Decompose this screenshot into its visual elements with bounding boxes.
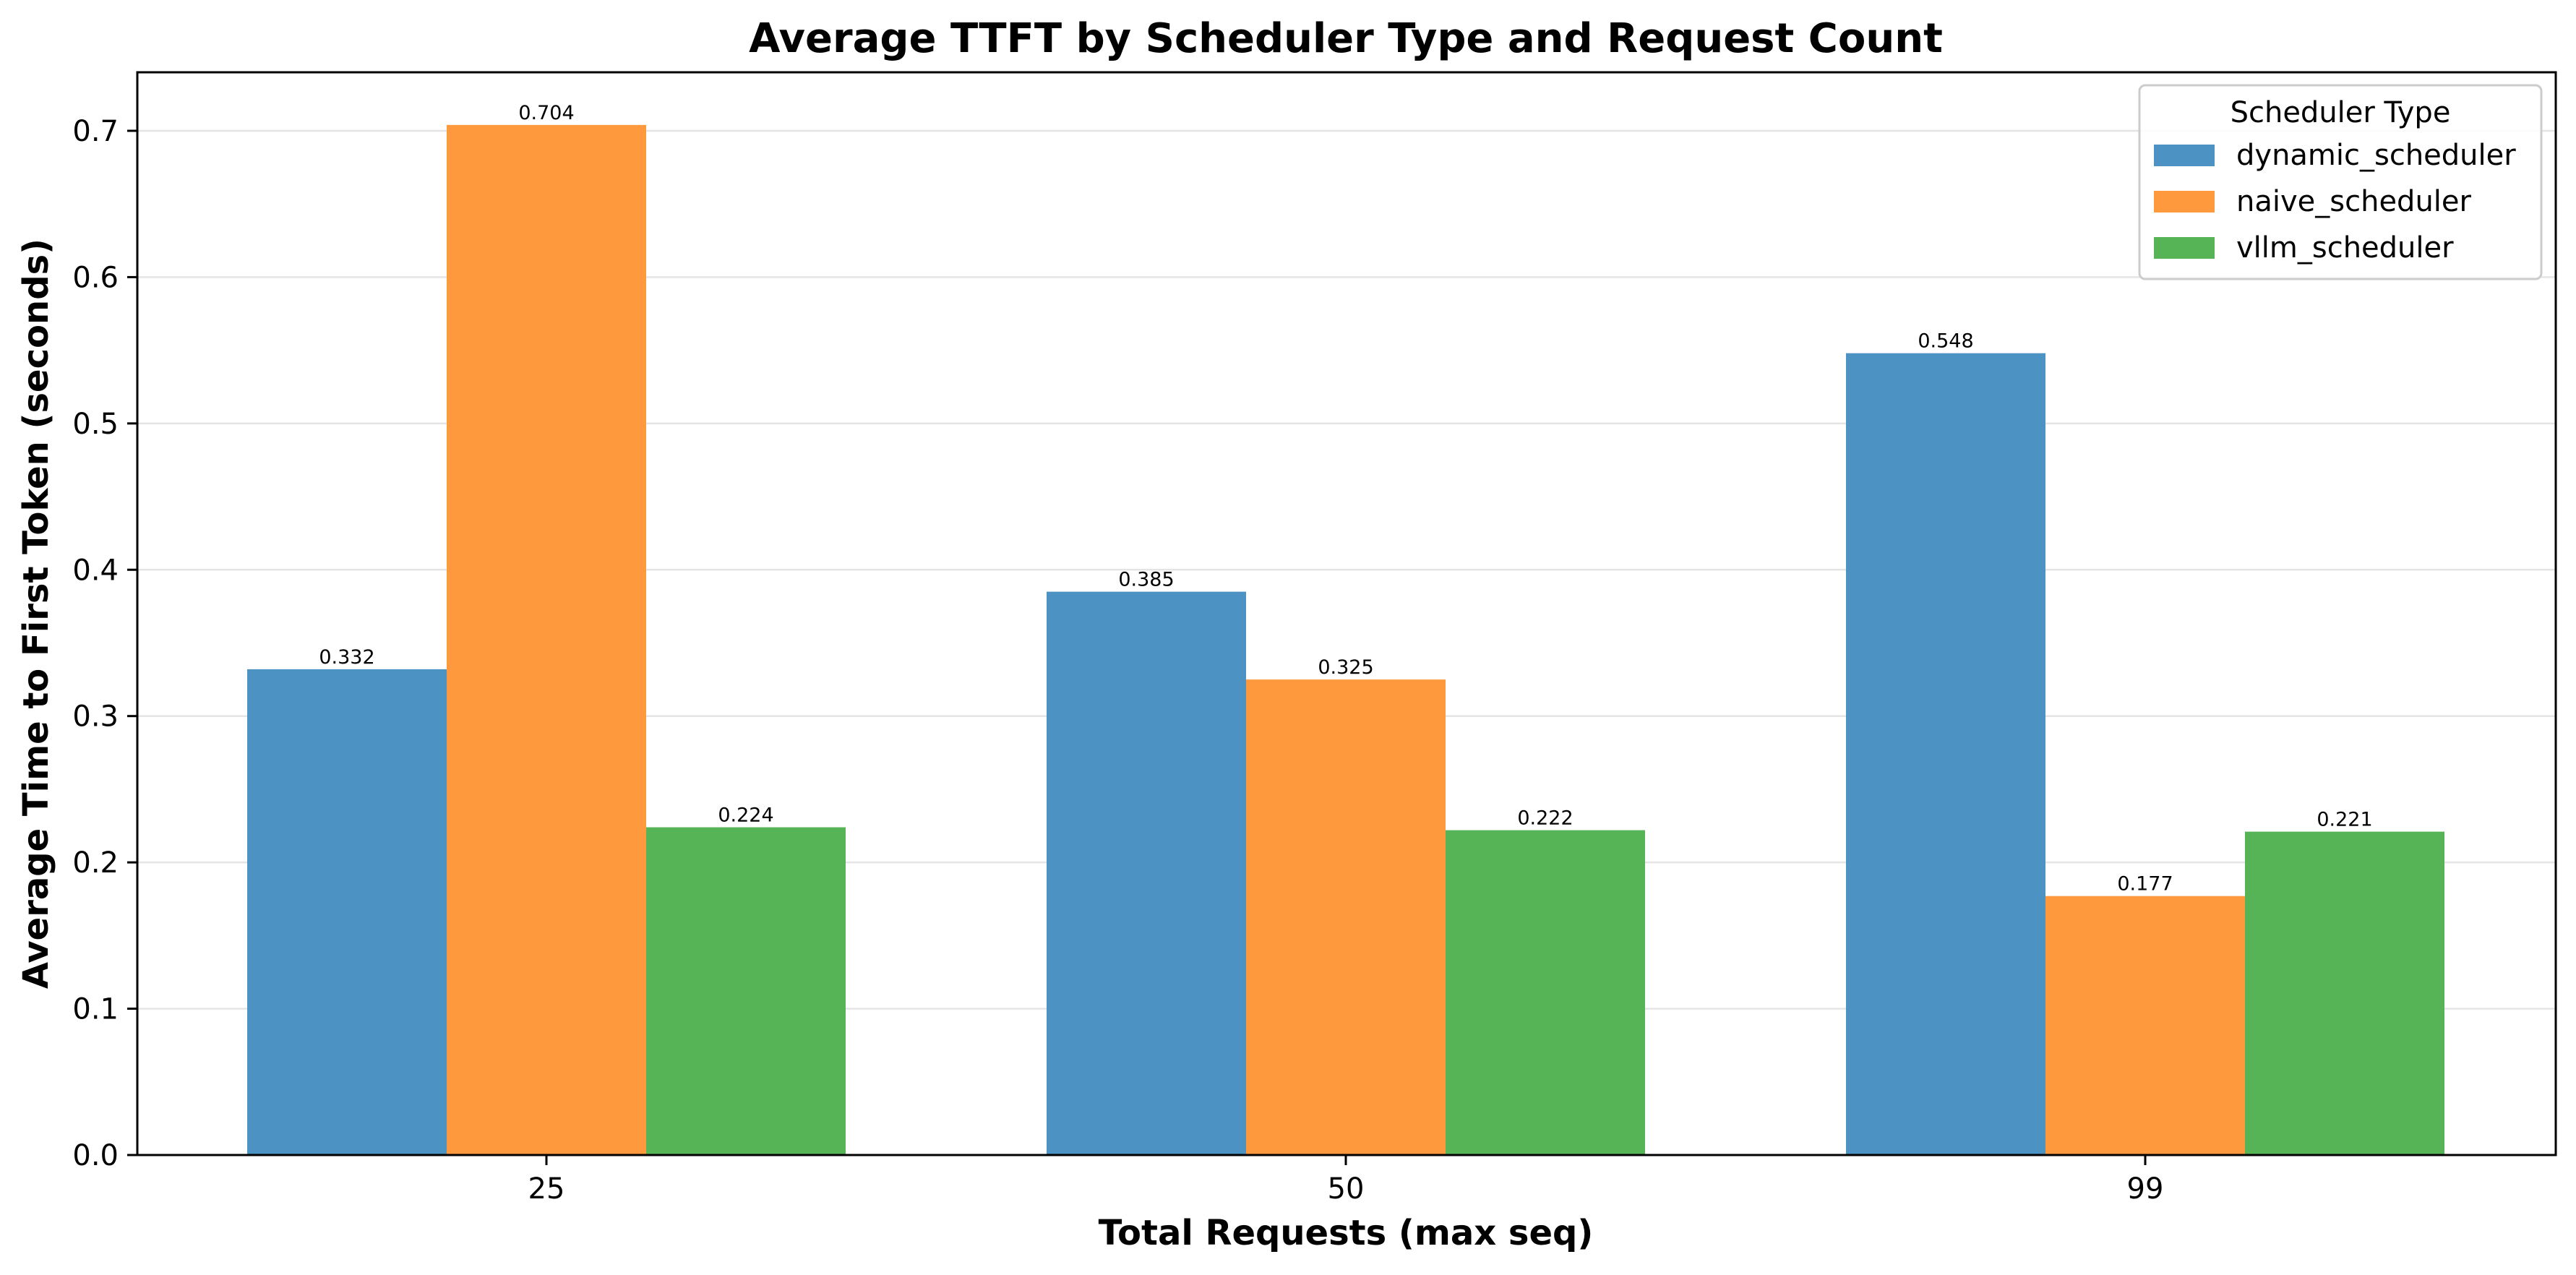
bar-dynamic_scheduler-50 [1047,591,1246,1155]
bar-value-labels: 0.332 0.704 0.224 0.385 0.325 0.222 0.548 0.177… [319,102,2372,896]
y-axis-label: Average Time to First Token (seconds) [16,239,56,989]
bar-value-label: 0.704 [518,102,574,124]
legend-swatch-dynamic_scheduler [2154,145,2215,166]
y-tick-label: 0.3 [72,700,119,734]
legend-items: dynamic_scheduler naive_scheduler vllm_sch… [2154,139,2516,265]
legend-box [2138,84,2543,280]
y-tick-label: 0.5 [72,408,119,441]
bar-vllm_scheduler-99 [2245,831,2444,1155]
y-tick-label: 0.1 [72,993,119,1026]
bar-vllm_scheduler-50 [1446,830,1645,1155]
bar-vllm_scheduler-25 [646,827,846,1155]
y-tick-label: 0.7 [72,115,119,148]
x-tick-label: 99 [2127,1172,2164,1206]
bar-value-label: 0.222 [1517,807,1573,830]
legend-swatch-vllm_scheduler [2154,237,2215,259]
bar-value-label: 0.385 [1118,569,1174,591]
x-axis-label: Total Requests (max seq) [1099,1213,1594,1253]
x-tick-label: 50 [1328,1172,1365,1206]
bar-naive_scheduler-50 [1246,679,1446,1155]
bar-value-label: 0.221 [2317,809,2372,831]
bar-value-label: 0.548 [1918,330,1973,353]
y-tick-label: 0.0 [72,1139,119,1172]
y-tick-label: 0.4 [72,554,119,587]
bar-value-label: 0.325 [1318,656,1373,679]
bars [247,124,2444,1155]
bar-naive_scheduler-25 [447,124,646,1155]
bar-dynamic_scheduler-25 [247,669,447,1155]
legend-label: vllm_scheduler [2236,231,2454,265]
bar-value-label: 0.332 [319,646,374,669]
y-tick-label: 0.6 [72,261,119,294]
x-tick-label: 25 [528,1172,565,1206]
bar-value-label: 0.224 [718,804,773,827]
legend: Scheduler Type dynamic_scheduler naive_sc… [2138,84,2543,280]
legend-title: Scheduler Type [2231,96,2451,129]
legend-label: naive_scheduler [2236,185,2472,218]
legend-swatch-naive_scheduler [2154,191,2215,212]
legend-label: dynamic_scheduler [2236,139,2516,172]
chart-title: Average TTFT by Scheduler Type and Reque… [749,15,1943,62]
bar-dynamic_scheduler-99 [1846,353,2045,1155]
y-axis-ticks: 0.0 0.1 0.2 0.3 0.4 0.5 0.6 0.7 [72,115,137,1172]
x-axis-ticks: 25 50 99 [528,1155,2164,1206]
y-tick-label: 0.2 [72,846,119,880]
bar-naive_scheduler-99 [2045,896,2245,1155]
bar-value-label: 0.177 [2117,873,2173,896]
